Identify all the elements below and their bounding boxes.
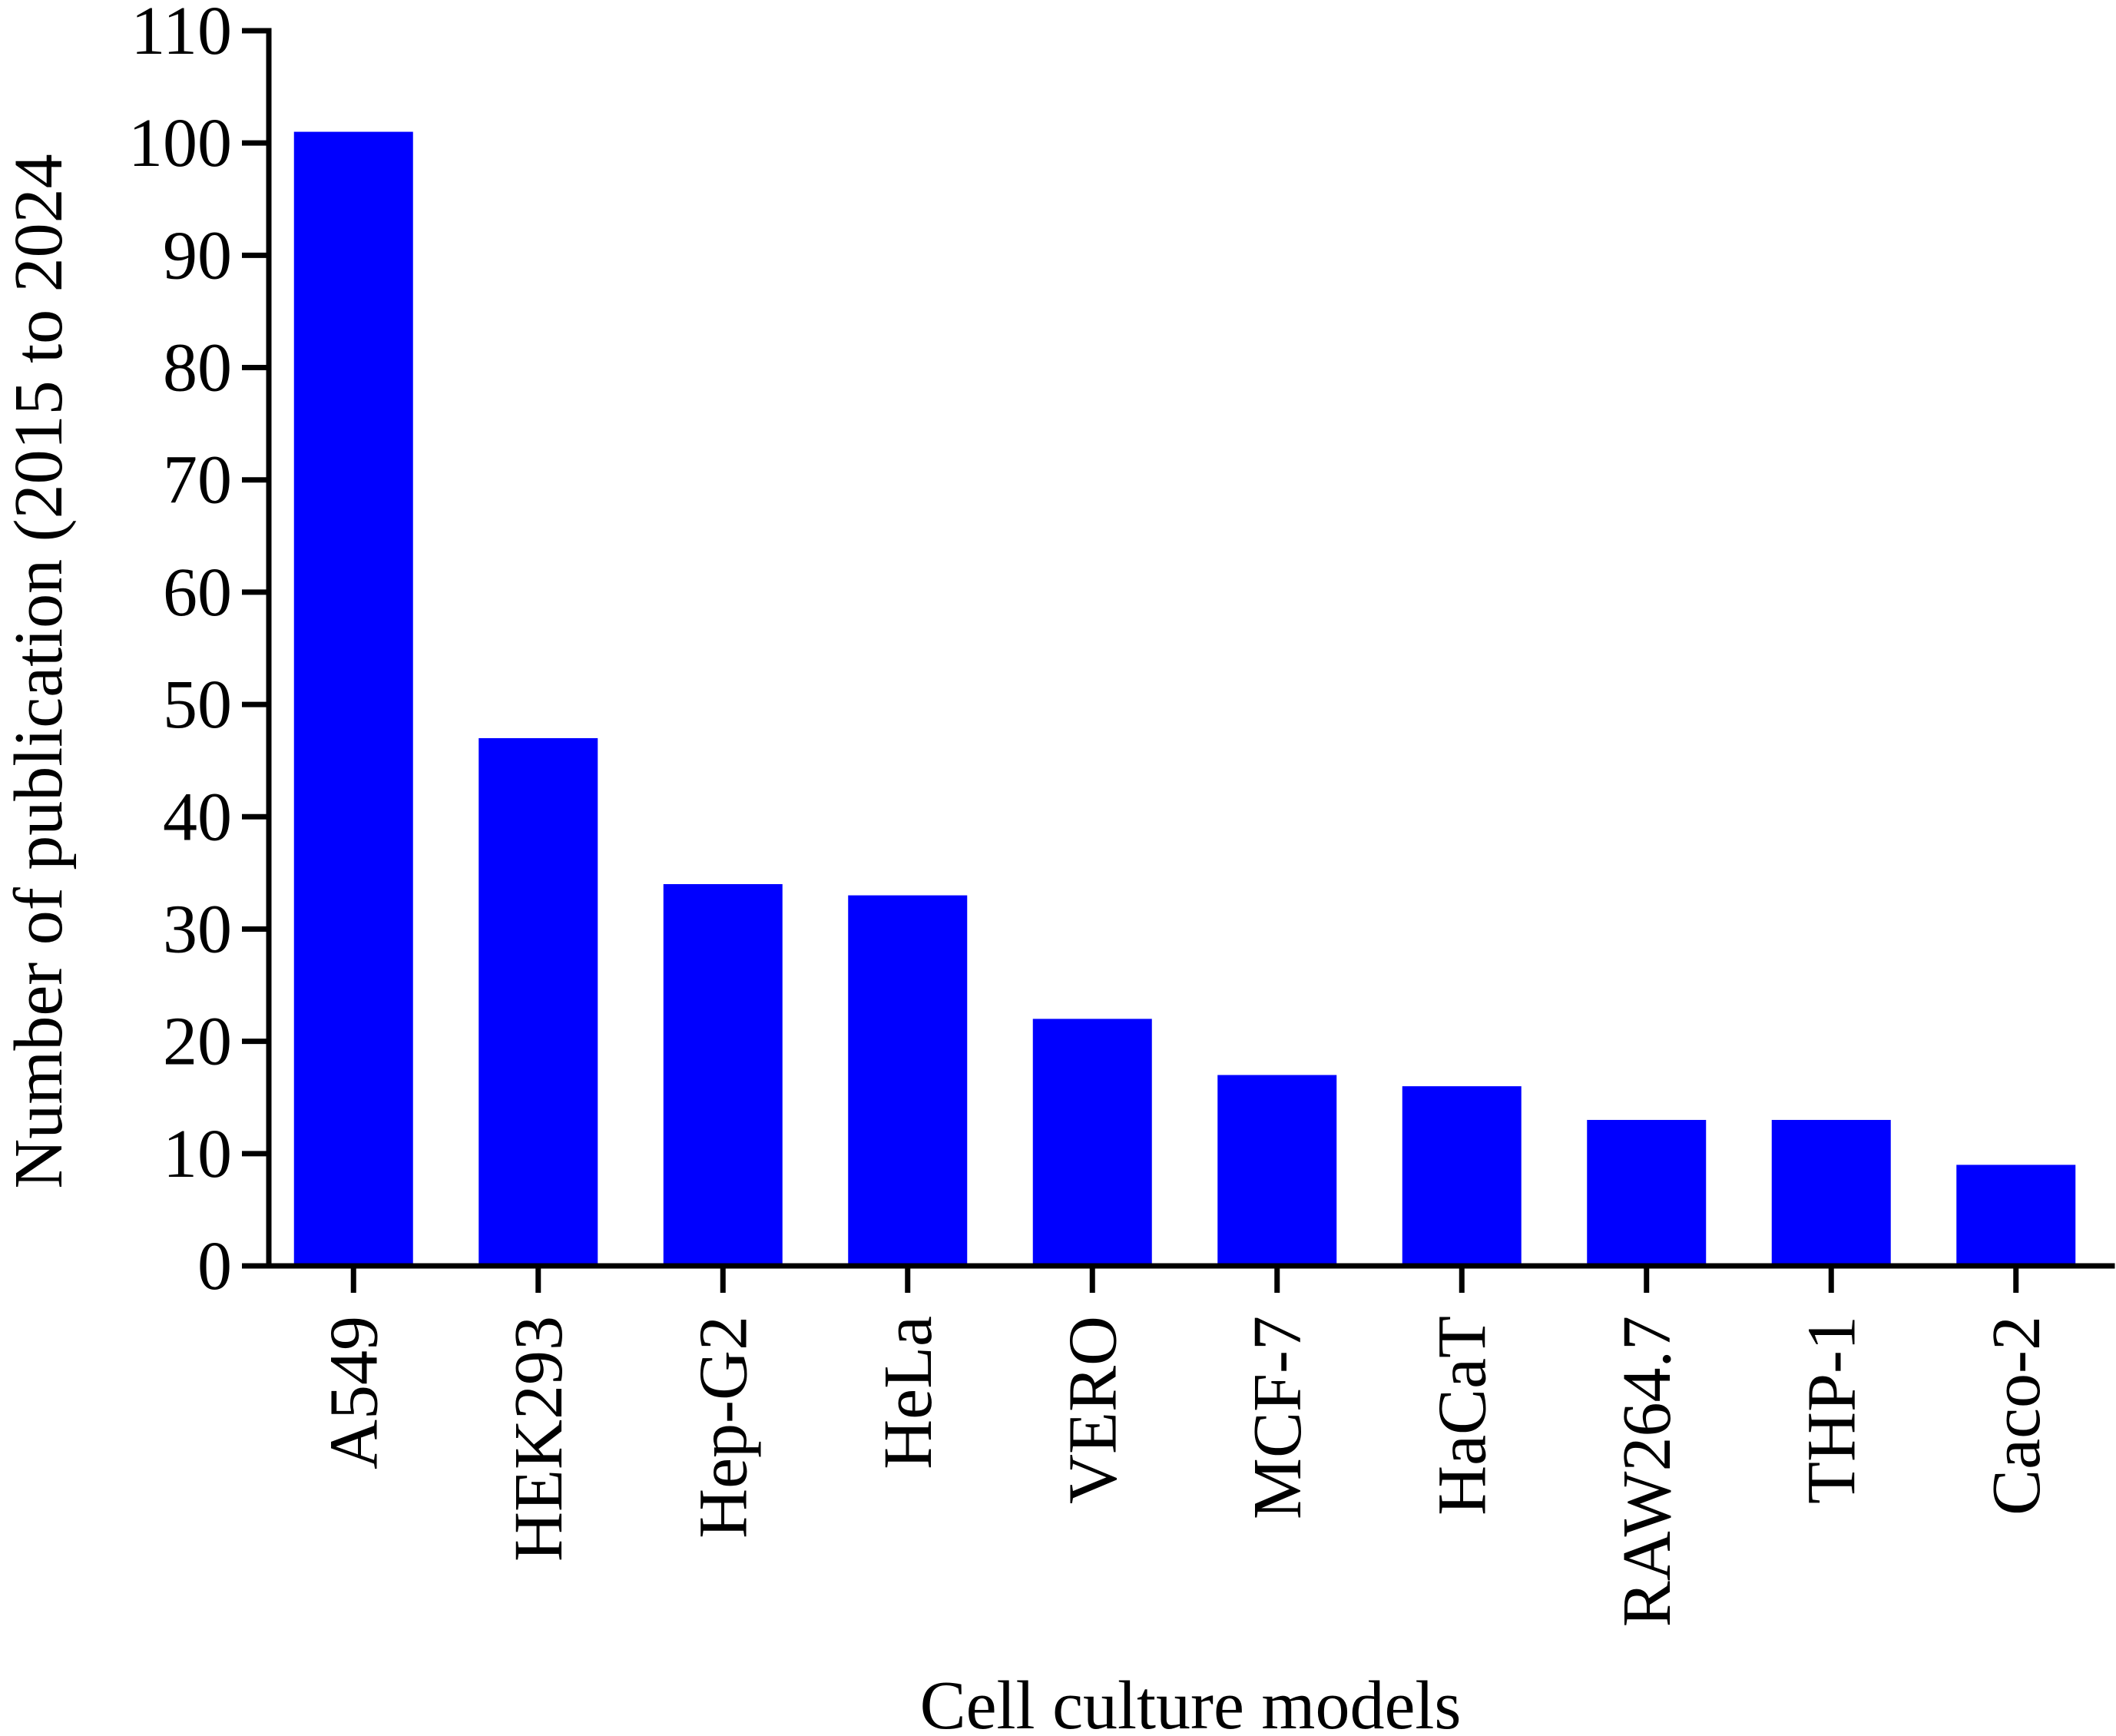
bar-vero (1032, 1019, 1152, 1266)
x-tick-label: VERO (1055, 1316, 1131, 1504)
bar-caco-2 (1956, 1165, 2076, 1266)
y-tick-label: 20 (163, 1004, 232, 1080)
x-tick-label: RAW264.7 (1609, 1316, 1685, 1627)
x-tick-label: HaCaT (1424, 1316, 1500, 1516)
bar-hacat (1402, 1086, 1522, 1266)
y-tick-label: 60 (163, 555, 232, 631)
y-tick-label: 110 (131, 0, 232, 69)
bar-raw264-7 (1587, 1119, 1707, 1266)
y-axis-title: Number of publication (2015 to 2024 (1, 154, 77, 1188)
y-tick-label: 90 (163, 217, 232, 293)
bar-hep-g2 (663, 883, 783, 1266)
x-tick-label: HEK293 (501, 1316, 577, 1562)
x-tick-label: MCF-7 (1240, 1316, 1316, 1519)
x-axis-title: Cell culture models (920, 1668, 1462, 1736)
x-tick-label: HeLa (870, 1316, 946, 1469)
bar-mcf-7 (1217, 1075, 1337, 1266)
bar-a549 (293, 131, 413, 1267)
x-axis-ticks: A549 HEK293 Hep-G2 HeLa VERO MCF-7 HaCaT RAW264… (316, 1266, 2055, 1627)
y-tick-label: 0 (197, 1228, 232, 1304)
y-tick-label: 40 (163, 779, 232, 855)
x-tick-label: A549 (316, 1316, 392, 1469)
bars (293, 131, 2076, 1267)
bar-hek293 (479, 737, 598, 1266)
y-tick-label: 50 (163, 667, 232, 743)
y-tick-label: 70 (163, 442, 232, 518)
x-tick-label: THP-1 (1793, 1316, 1869, 1504)
y-tick-label: 100 (128, 105, 232, 181)
y-tick-label: 10 (163, 1116, 232, 1192)
y-axis-ticks: 0 10 20 30 40 50 60 70 80 90 100 110 (128, 0, 269, 1304)
bar-hela (848, 895, 968, 1266)
bar-thp-1 (1771, 1119, 1891, 1266)
y-tick-label: 30 (163, 891, 232, 967)
x-tick-label: Hep-G2 (685, 1316, 761, 1539)
x-tick-label: Caco-2 (1979, 1316, 2055, 1516)
y-tick-label: 80 (163, 330, 232, 406)
